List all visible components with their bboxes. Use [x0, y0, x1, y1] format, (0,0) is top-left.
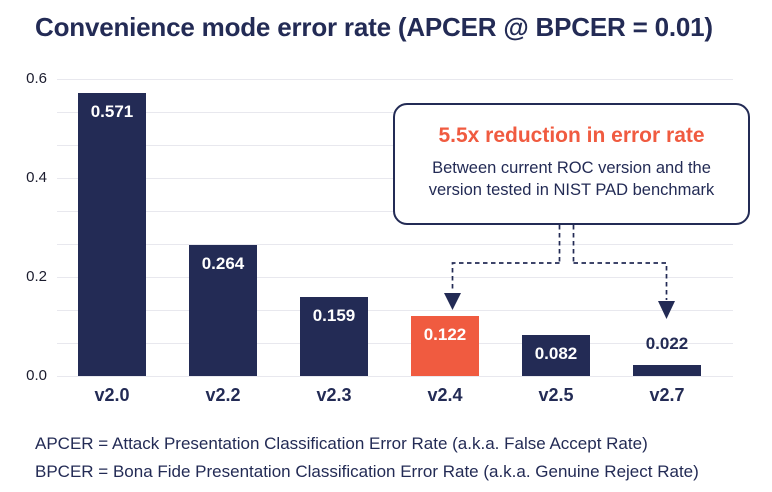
bar-value-label: 0.022	[645, 334, 689, 354]
x-axis-label-v2.2: v2.2	[205, 385, 241, 405]
gridline	[57, 376, 733, 377]
gridline	[57, 244, 733, 245]
x-axis-label-v2.5: v2.5	[538, 385, 574, 405]
bar-value-label: 0.571	[90, 102, 134, 122]
gridline	[57, 310, 733, 311]
y-axis-tick: 0.2	[26, 268, 47, 285]
bar-v2.0	[78, 93, 146, 376]
bar-v2.4	[411, 315, 479, 376]
x-axis-label-v2.0: v2.0	[94, 385, 130, 405]
footnote-apcer: APCER = Attack Presentation Classificati…	[35, 434, 648, 453]
y-axis-tick: 0.4	[26, 169, 47, 186]
bar-v2.3	[300, 297, 368, 376]
chart-title: Convenience mode error rate (APCER @ BPC…	[35, 12, 713, 42]
footnote-bpcer: BPCER = Bona Fide Presentation Classific…	[35, 462, 699, 481]
callout-body: Between current ROC version and the vers…	[428, 159, 715, 199]
bar-value-label: 0.122	[423, 324, 467, 344]
bar-value-label: 0.264	[201, 254, 245, 274]
callout-box: 5.5x reduction in error rate Between cur…	[393, 103, 750, 225]
bar-value-label: 0.082	[534, 344, 578, 364]
x-axis-label-v2.3: v2.3	[316, 385, 352, 405]
gridline	[57, 79, 733, 80]
gridline	[57, 277, 733, 278]
callout-title: 5.5x reduction in error rate	[438, 124, 705, 147]
bar-v2.7	[633, 365, 701, 376]
gridline	[57, 343, 733, 344]
y-axis-tick: 0.0	[26, 367, 47, 384]
bar-v2.5	[522, 335, 590, 376]
footnotes: APCER = Attack Presentation Classificati…	[35, 430, 699, 486]
x-axis-label-v2.4: v2.4	[427, 385, 463, 405]
bar-v2.2	[189, 245, 257, 376]
x-axis-label-v2.7: v2.7	[649, 385, 685, 405]
y-axis-tick: 0.6	[26, 70, 47, 87]
bar-value-label: 0.159	[312, 306, 356, 326]
